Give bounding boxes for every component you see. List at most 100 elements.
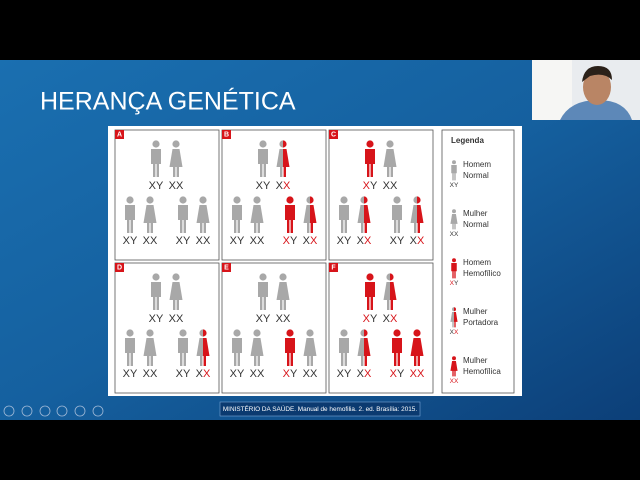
female-figure — [450, 209, 458, 230]
body — [125, 338, 135, 366]
chromosome-letter: X — [454, 231, 459, 238]
slide-title: HERANÇA GENÉTICA — [40, 87, 296, 116]
chromosome-letter: X — [364, 368, 372, 380]
chromosome-letter: X — [257, 235, 265, 247]
chromosome-letter: X — [176, 235, 184, 247]
chromosome-letter: X — [310, 368, 318, 380]
pen-button[interactable] — [39, 405, 51, 417]
female-figure — [250, 196, 264, 233]
head — [233, 196, 241, 204]
body — [258, 282, 268, 310]
body — [276, 282, 290, 310]
chromosome-letter: X — [390, 180, 398, 192]
more-button[interactable] — [92, 405, 104, 417]
female-figure — [169, 273, 183, 310]
chromosome-letter: X — [337, 368, 345, 380]
panel — [328, 129, 434, 261]
head — [146, 196, 154, 204]
male-figure — [365, 273, 375, 310]
chromosome-letter: X — [450, 231, 455, 238]
chromosome-letter: X — [230, 368, 238, 380]
chromosome-label: XX — [303, 235, 318, 247]
body — [178, 338, 188, 366]
chromosome-letter: X — [450, 280, 455, 287]
chromosome-label: XX — [276, 313, 291, 325]
chromosome-letter: Y — [237, 368, 245, 380]
legend-text: Homem — [463, 160, 491, 169]
chromosome-letter: Y — [183, 368, 191, 380]
body — [196, 205, 210, 233]
female-figure — [169, 140, 183, 177]
chromosome-label: XY — [123, 368, 138, 380]
chromosome-letter: X — [276, 180, 284, 192]
head — [146, 329, 154, 337]
chromosome-letter: X — [149, 313, 157, 325]
slides-button[interactable] — [56, 405, 68, 417]
chromosome-label: XY — [363, 313, 378, 325]
chromosome-letter: X — [450, 329, 455, 336]
chromosome-letter: X — [169, 180, 177, 192]
body — [250, 205, 264, 233]
head — [279, 273, 287, 281]
panel-letter: F — [331, 265, 336, 272]
female-figure — [357, 196, 371, 233]
head — [340, 196, 348, 204]
body — [303, 205, 317, 233]
body — [450, 213, 458, 230]
chromosome-letter: X — [123, 235, 131, 247]
female-figure — [303, 196, 317, 233]
panel-letter-box — [329, 130, 338, 139]
male-figure — [258, 140, 268, 177]
body — [258, 149, 268, 177]
chromosome-label: XY — [176, 368, 191, 380]
male-figure — [151, 140, 161, 177]
panel-letter: B — [224, 132, 229, 139]
head — [452, 258, 456, 263]
next-button[interactable] — [21, 405, 33, 417]
chromosome-label: XY — [149, 180, 164, 192]
head — [179, 329, 187, 337]
head — [366, 273, 374, 281]
chromosome-letter: X — [276, 313, 284, 325]
chromosome-letter: X — [303, 368, 311, 380]
chromosome-label: XY — [176, 235, 191, 247]
female-figure — [383, 140, 397, 177]
citation: MINISTÉRIO DA SAÚDE. Manual de hemofilia… — [223, 404, 418, 413]
male-figure — [285, 329, 295, 366]
body — [232, 205, 242, 233]
chromosome-label: XY — [363, 180, 378, 192]
legend-text: Normal — [463, 171, 489, 180]
body — [357, 338, 371, 366]
chromosome-label: XY — [123, 235, 138, 247]
chromosome-label: XY — [450, 280, 459, 287]
chromosome-letter: Y — [397, 235, 405, 247]
prev-button[interactable] — [3, 405, 15, 417]
body — [365, 282, 375, 310]
body — [143, 205, 157, 233]
chromosome-label: XY — [390, 368, 405, 380]
chromosome-letter: X — [169, 313, 177, 325]
chromosome-letter: X — [363, 313, 371, 325]
head — [393, 329, 401, 337]
chromosome-letter: X — [203, 235, 211, 247]
chromosome-letter: X — [450, 182, 455, 189]
female-figure — [276, 273, 290, 310]
panel — [221, 129, 327, 261]
chromosome-label: XX — [450, 329, 459, 336]
chromosome-letter: Y — [290, 368, 298, 380]
chromosome-letter: Y — [290, 235, 298, 247]
head — [386, 273, 394, 281]
panel — [328, 262, 434, 394]
head — [126, 196, 134, 204]
female-figure — [410, 196, 424, 233]
chromosome-letter: X — [250, 368, 258, 380]
male-figure — [125, 196, 135, 233]
chromosome-label: XX — [410, 368, 425, 380]
chromosome-letter: X — [337, 235, 345, 247]
zoom-button[interactable] — [74, 405, 86, 417]
chromosome-letter: Y — [130, 368, 138, 380]
chromosome-label: XX — [143, 368, 158, 380]
body — [178, 205, 188, 233]
chromosome-letter: X — [363, 180, 371, 192]
chromosome-label: XY — [450, 182, 459, 189]
